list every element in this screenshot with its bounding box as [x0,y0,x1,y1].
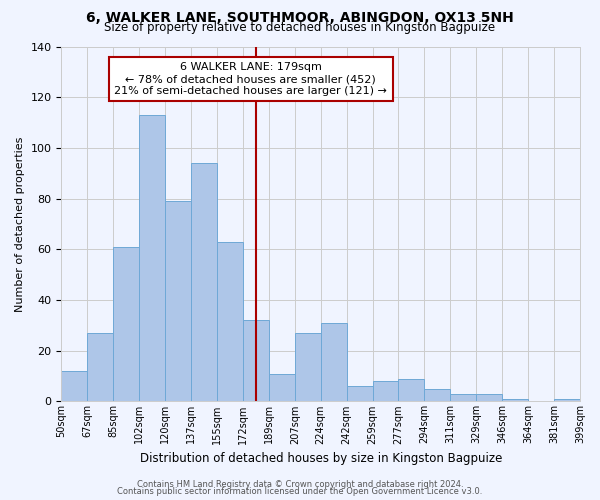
X-axis label: Distribution of detached houses by size in Kingston Bagpuize: Distribution of detached houses by size … [140,452,502,465]
Bar [373,381,398,402]
Bar [191,163,217,402]
Bar [139,115,165,402]
Bar [243,320,269,402]
Text: 6, WALKER LANE, SOUTHMOOR, ABINGDON, OX13 5NH: 6, WALKER LANE, SOUTHMOOR, ABINGDON, OX1… [86,12,514,26]
Bar [476,394,502,402]
Y-axis label: Number of detached properties: Number of detached properties [15,136,25,312]
Text: Size of property relative to detached houses in Kingston Bagpuize: Size of property relative to detached ho… [104,22,496,35]
Bar [424,388,451,402]
Bar [502,399,528,402]
Bar [61,371,88,402]
Bar [321,323,347,402]
Bar [554,399,580,402]
Bar [217,242,243,402]
Bar [398,378,424,402]
Bar [113,247,139,402]
Text: Contains public sector information licensed under the Open Government Licence v3: Contains public sector information licen… [118,487,482,496]
Bar [295,333,321,402]
Bar [165,201,191,402]
Text: 6 WALKER LANE: 179sqm
← 78% of detached houses are smaller (452)
21% of semi-det: 6 WALKER LANE: 179sqm ← 78% of detached … [114,62,387,96]
Bar [88,333,113,402]
Bar [269,374,295,402]
Text: Contains HM Land Registry data © Crown copyright and database right 2024.: Contains HM Land Registry data © Crown c… [137,480,463,489]
Bar [451,394,476,402]
Bar [347,386,373,402]
